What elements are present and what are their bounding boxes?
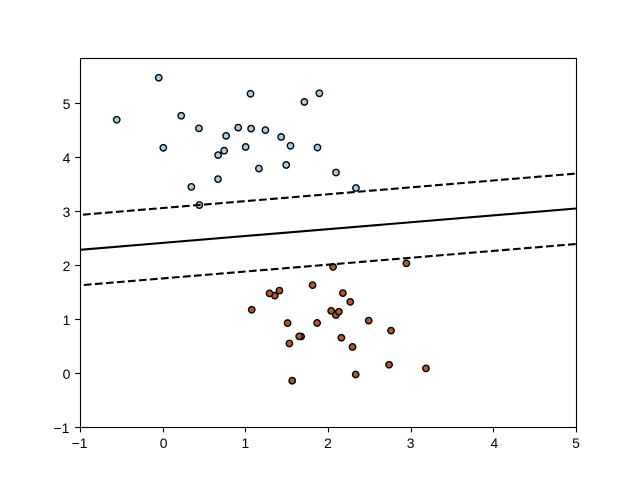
svg-text:4: 4 (63, 150, 71, 166)
svg-text:2: 2 (324, 435, 332, 451)
svg-text:5: 5 (63, 96, 71, 112)
svg-text:0: 0 (63, 366, 71, 382)
svg-text:0: 0 (160, 435, 168, 451)
svg-text:2: 2 (63, 258, 71, 274)
svg-text:−1: −1 (72, 435, 88, 451)
svg-text:5: 5 (572, 435, 580, 451)
svg-text:1: 1 (241, 435, 249, 451)
svg-text:3: 3 (63, 204, 71, 220)
svg-text:−1: −1 (54, 420, 70, 436)
svg-text:1: 1 (63, 312, 71, 328)
svg-text:4: 4 (490, 435, 498, 451)
svg-text:3: 3 (407, 435, 415, 451)
